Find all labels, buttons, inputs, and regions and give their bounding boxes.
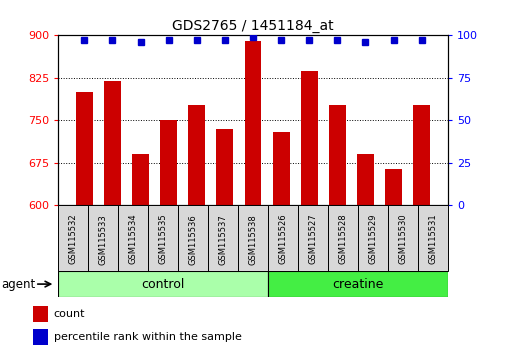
- Text: GSM115530: GSM115530: [397, 214, 407, 264]
- Text: count: count: [54, 309, 85, 319]
- Bar: [178, 205, 208, 271]
- Bar: [387, 205, 417, 271]
- Bar: [208, 205, 237, 271]
- Bar: [88, 205, 118, 271]
- Bar: [417, 205, 447, 271]
- Text: GSM115538: GSM115538: [248, 214, 257, 264]
- Bar: [148, 205, 178, 271]
- Bar: [328, 104, 345, 205]
- Bar: [237, 205, 268, 271]
- Bar: [118, 205, 148, 271]
- Bar: [268, 205, 297, 271]
- Bar: [244, 41, 261, 205]
- Bar: [58, 271, 268, 297]
- Bar: [327, 205, 357, 271]
- Bar: [76, 92, 92, 205]
- Bar: [357, 154, 373, 205]
- Title: GDS2765 / 1451184_at: GDS2765 / 1451184_at: [172, 19, 333, 33]
- Bar: [33, 306, 48, 322]
- Text: GSM115536: GSM115536: [188, 214, 197, 264]
- Text: GSM115534: GSM115534: [128, 214, 137, 264]
- Bar: [384, 169, 401, 205]
- Text: GSM115535: GSM115535: [158, 214, 167, 264]
- Bar: [300, 70, 317, 205]
- Bar: [272, 132, 289, 205]
- Bar: [132, 154, 148, 205]
- Bar: [33, 329, 48, 345]
- Bar: [297, 205, 327, 271]
- Text: GSM115537: GSM115537: [218, 214, 227, 264]
- Text: GSM115526: GSM115526: [278, 214, 287, 264]
- Text: percentile rank within the sample: percentile rank within the sample: [54, 332, 241, 342]
- Text: GSM115532: GSM115532: [69, 214, 78, 264]
- Text: GSM115527: GSM115527: [308, 214, 317, 264]
- Bar: [216, 129, 233, 205]
- Text: GSM115533: GSM115533: [98, 214, 108, 264]
- Bar: [160, 120, 177, 205]
- Text: agent: agent: [1, 278, 35, 291]
- Text: control: control: [141, 278, 184, 291]
- Bar: [188, 104, 205, 205]
- Bar: [357, 205, 387, 271]
- Text: GSM115529: GSM115529: [368, 214, 377, 264]
- Bar: [268, 271, 447, 297]
- Bar: [58, 205, 88, 271]
- Bar: [413, 104, 429, 205]
- Bar: [104, 81, 121, 205]
- Text: creatine: creatine: [332, 278, 383, 291]
- Text: GSM115531: GSM115531: [427, 214, 436, 264]
- Text: GSM115528: GSM115528: [338, 214, 347, 264]
